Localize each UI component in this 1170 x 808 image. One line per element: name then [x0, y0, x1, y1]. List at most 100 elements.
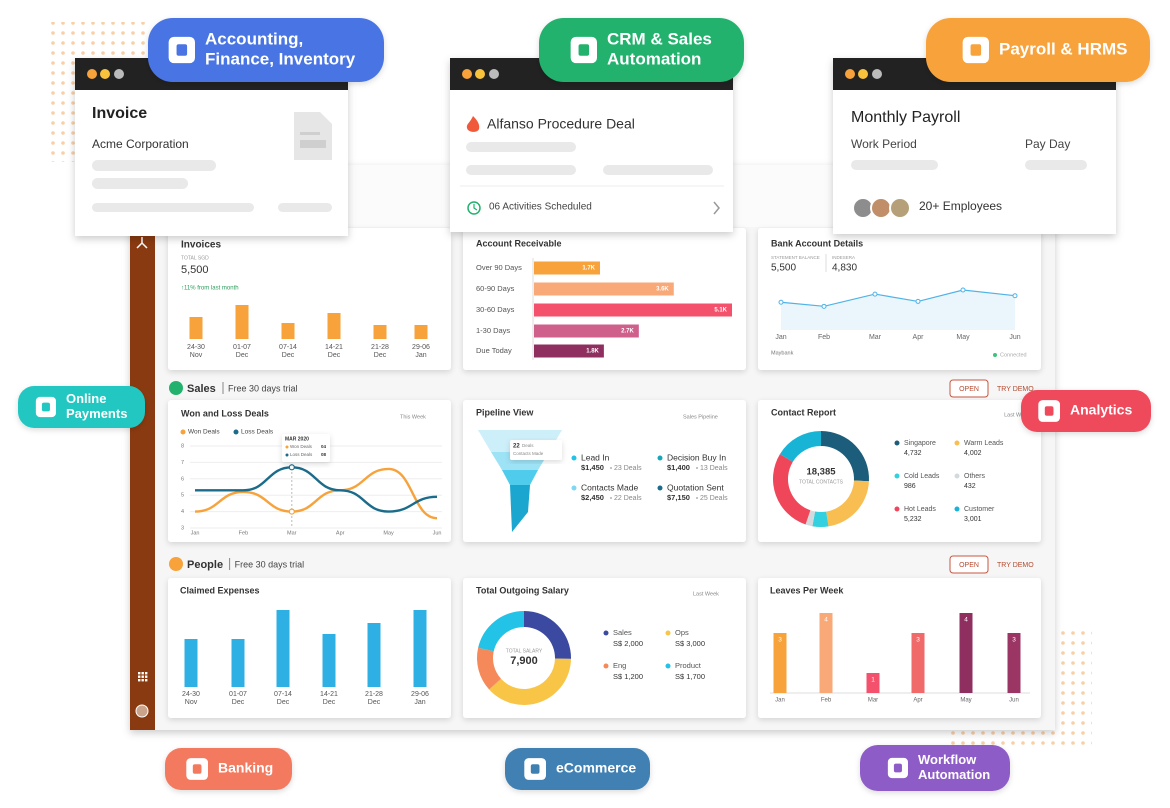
- value-label: 986: [904, 483, 916, 490]
- badge-icon: [578, 44, 590, 56]
- x-tick-label: Jan: [191, 530, 200, 536]
- window-dot: [858, 69, 868, 79]
- label: Loss Deals: [290, 452, 313, 457]
- separator-dot: [610, 467, 612, 469]
- label: Contacts Made: [513, 451, 544, 456]
- separator-dot: [696, 467, 698, 469]
- label: TOTAL SALARY: [506, 648, 543, 654]
- sidebar-icon: [141, 675, 144, 678]
- widget-title: Leaves Per Week: [770, 585, 844, 595]
- window-dot: [845, 69, 855, 79]
- y-tick-label: 4: [181, 509, 184, 515]
- sidebar-icon: [141, 679, 144, 682]
- card-title: Monthly Payroll: [851, 109, 960, 126]
- x-tick-label: Dec: [236, 352, 249, 359]
- bar: [413, 610, 427, 687]
- x-tick-label: Jan: [775, 334, 786, 341]
- bar: [414, 325, 428, 339]
- value-label: 1: [871, 677, 875, 684]
- widget-title: Bank Account Details: [771, 238, 863, 248]
- donut-segment: [779, 431, 821, 462]
- value-label: 5,232: [904, 516, 922, 523]
- bar: [534, 261, 600, 275]
- x-tick-label: Dec: [282, 352, 295, 359]
- x-tick-label: Dec: [328, 352, 341, 359]
- legend-label: Cold Leads: [904, 473, 940, 480]
- open-button[interactable]: [949, 555, 989, 574]
- badge-label: Accounting,: [205, 30, 303, 49]
- label: This Week: [400, 414, 426, 420]
- x-tick-label: Nov: [185, 699, 198, 706]
- legend-label: Product: [675, 661, 702, 670]
- legend-dot: [894, 440, 900, 446]
- badge: [18, 386, 145, 428]
- x-tick-label: Jan: [775, 698, 785, 704]
- legend-dot: [657, 485, 663, 491]
- tooltip: [510, 440, 562, 460]
- legend-label: Warm Leads: [964, 440, 1004, 447]
- label: 20+ Employees: [919, 199, 1002, 213]
- bar: [534, 282, 674, 296]
- widget-title: Contact Report: [771, 407, 836, 417]
- bar: [1007, 633, 1021, 693]
- x-tick-label: 21-28: [365, 691, 383, 698]
- bar: [911, 633, 925, 693]
- bar: [327, 313, 341, 339]
- x-tick-label: Feb: [818, 334, 830, 341]
- legend-label: Hot Leads: [904, 506, 936, 513]
- y-tick-label: 7: [181, 460, 184, 466]
- avatar: [889, 197, 911, 219]
- label: Deals: [522, 443, 534, 448]
- badge-label: CRM & Sales: [607, 30, 712, 49]
- open-button-label[interactable]: OPEN: [959, 562, 979, 569]
- value-label: 4,002: [964, 450, 982, 457]
- label: 22: [513, 444, 520, 450]
- tooltip: [282, 434, 330, 462]
- badge-label: Finance, Inventory: [205, 49, 356, 68]
- separator-dot: [696, 497, 698, 499]
- value-label: 3: [1012, 637, 1016, 644]
- try-demo-link[interactable]: TRY DEMO: [997, 562, 1034, 569]
- bar: [534, 324, 639, 338]
- point: [778, 299, 784, 305]
- value-label: 2.7K: [621, 329, 634, 335]
- value-label: 432: [964, 483, 976, 490]
- try-demo-link[interactable]: TRY DEMO: [997, 386, 1034, 393]
- sidebar-icon: [141, 672, 144, 675]
- x-tick-label: Apr: [336, 530, 345, 536]
- line: [194, 467, 438, 520]
- badge-label: Automation: [918, 767, 990, 782]
- document-icon: [300, 140, 326, 148]
- label: Pay Day: [1025, 137, 1070, 151]
- widget-title: Account Receivable: [476, 238, 562, 248]
- document-icon: [294, 112, 332, 160]
- label: 06 Activities Scheduled: [489, 202, 592, 213]
- badge: [148, 18, 384, 82]
- open-button-label[interactable]: OPEN: [959, 386, 979, 393]
- badge-icon: [970, 44, 982, 56]
- sidebar-icon: [136, 237, 148, 249]
- open-button[interactable]: [949, 379, 989, 398]
- x-tick-label: May: [960, 698, 971, 704]
- line: [194, 466, 438, 513]
- category-label: 60-90 Days: [476, 284, 515, 293]
- point: [288, 508, 295, 515]
- stage-deals: 22 Deals: [614, 495, 642, 502]
- section-title: People: [187, 559, 223, 571]
- label: INDESERA: [832, 255, 855, 260]
- value-label: 1.8K: [586, 349, 599, 355]
- stage-amount: $7,150: [667, 493, 690, 502]
- bar: [866, 673, 880, 693]
- label: ↑11% from last month: [181, 286, 239, 292]
- badge-label: Automation: [607, 49, 701, 68]
- category-label: 30-60 Days: [476, 305, 515, 314]
- x-tick-label: 07-14: [279, 344, 297, 351]
- placeholder: [603, 165, 713, 175]
- label: TOTAL SGD: [181, 255, 209, 261]
- bar: [322, 634, 336, 687]
- point: [872, 291, 878, 297]
- x-tick-label: 07-14: [274, 691, 292, 698]
- y-tick-label: 5: [181, 493, 184, 499]
- x-tick-label: Feb: [239, 530, 248, 536]
- x-tick-label: 29-06: [411, 691, 429, 698]
